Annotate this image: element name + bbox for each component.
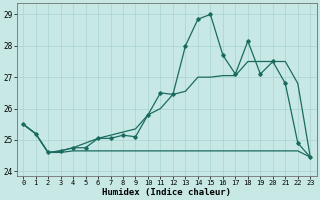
- X-axis label: Humidex (Indice chaleur): Humidex (Indice chaleur): [102, 188, 231, 197]
